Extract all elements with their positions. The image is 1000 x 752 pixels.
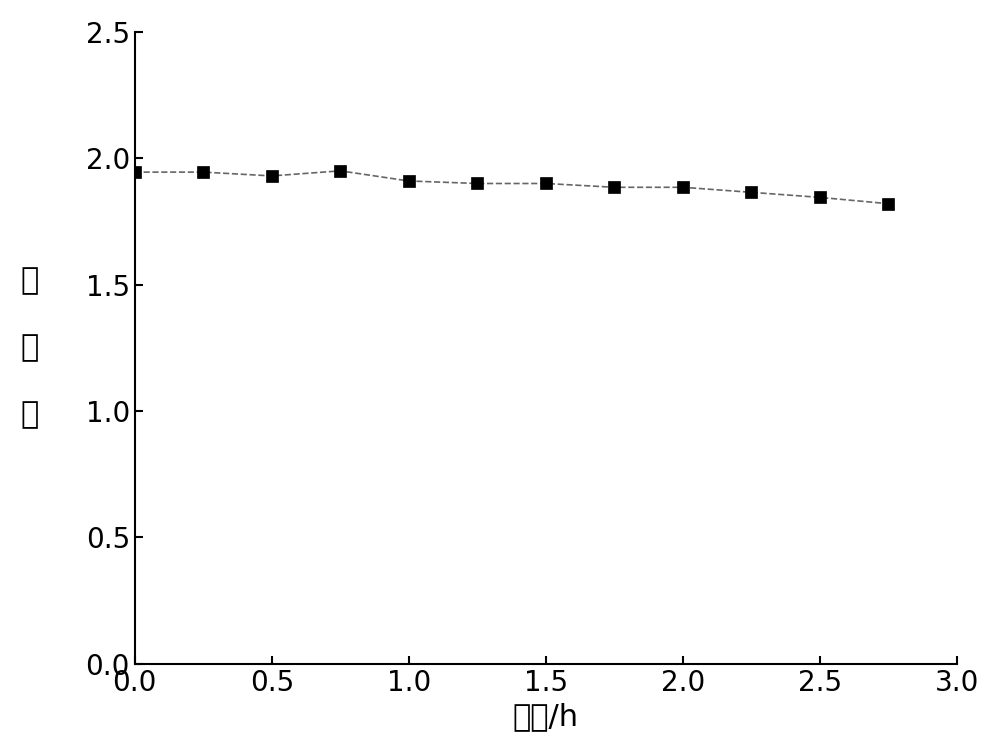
X-axis label: 时间/h: 时间/h: [513, 702, 579, 731]
Y-axis label: 吸
 
光
 
度: 吸 光 度: [21, 266, 39, 429]
